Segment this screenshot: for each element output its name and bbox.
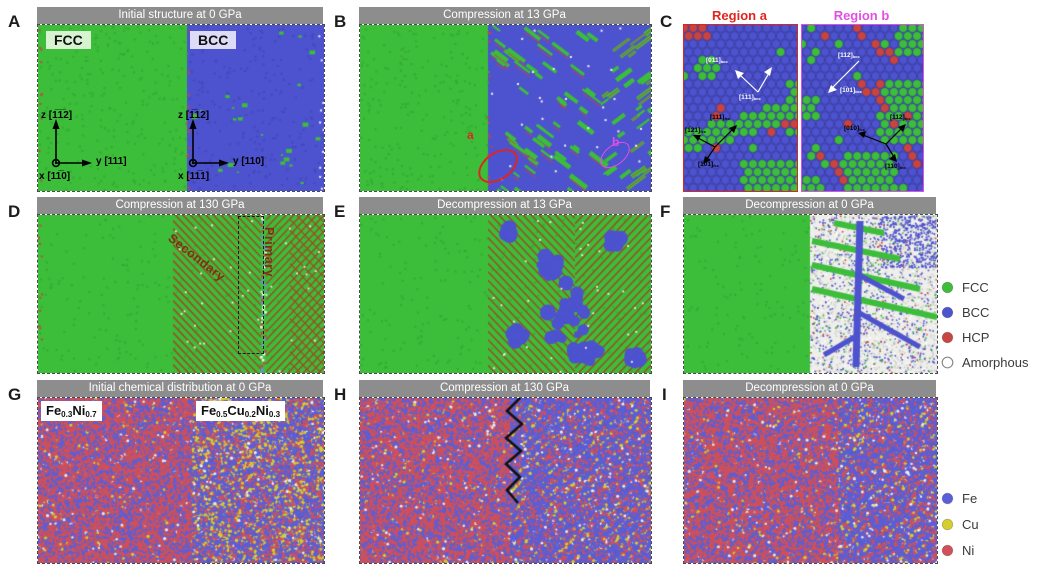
composition-label-left: Fe0.3Ni0.7 xyxy=(41,401,102,421)
panel-d-title: Compression at 130 GPa xyxy=(37,197,323,214)
bcc-region-label: BCC xyxy=(190,31,237,49)
direction-label: [01̅0]fcc xyxy=(844,125,865,132)
panel-g-canvas xyxy=(38,398,324,563)
direction-label: [112]bcc xyxy=(838,52,860,59)
panel-letter-d: D xyxy=(8,202,21,221)
panel-letter-f: F xyxy=(660,202,671,221)
region-a-canvas xyxy=(684,25,797,191)
panel-letter-c: C xyxy=(660,12,673,31)
direction-label: [1̅11]bcc xyxy=(739,94,761,101)
fcc-x-axis-label: x [11̅0] xyxy=(39,171,71,182)
panel-a-title: Initial structure at 0 GPa xyxy=(37,7,323,24)
fcc-region-label: FCC xyxy=(46,31,91,49)
ni-swatch xyxy=(941,544,954,556)
direction-label: [1̅01]fcc xyxy=(698,161,719,168)
legend-item-fcc: FCC xyxy=(941,280,989,295)
panel-g-body: Fe0.3Ni0.7 Fe0.5Cu0.2Ni0.3 xyxy=(37,397,325,564)
region-a-marker: a xyxy=(467,128,474,142)
legend-item-bcc: BCC xyxy=(941,305,989,320)
panel-i-title: Decompression at 0 GPa xyxy=(683,380,936,397)
panel-e-title: Decompression at 13 GPa xyxy=(359,197,650,214)
panel-e-canvas xyxy=(360,215,651,373)
fe-swatch xyxy=(941,492,954,504)
fcc-swatch xyxy=(941,281,954,293)
panel-letter-a: A xyxy=(8,12,21,31)
panel-h-body xyxy=(359,397,652,564)
fcc-z-axis-label: z [1̅1̅2] xyxy=(41,110,73,121)
primary-twin-dashed-box xyxy=(238,216,264,354)
bcc-z-axis-label: z [1̅12] xyxy=(178,110,210,121)
region-b-marker: b xyxy=(612,135,620,149)
panel-letter-e: E xyxy=(334,202,346,221)
panel-f-body xyxy=(683,214,938,374)
legend-item-hcp: HCP xyxy=(941,330,989,345)
bcc-x-axis-label: x [11̅1] xyxy=(178,171,210,182)
composition-label-right: Fe0.5Cu0.2Ni0.3 xyxy=(196,401,286,421)
region-b-canvas xyxy=(802,25,923,191)
region-a-box: [011]bcc [1̅11]bcc [111]fcc [1̅21]fcc [1… xyxy=(683,24,798,192)
legend-item-fe: Fe xyxy=(941,491,977,506)
direction-label: [011]bcc xyxy=(706,57,728,64)
panel-letter-h: H xyxy=(334,385,347,404)
amorphous-swatch xyxy=(941,356,954,368)
panel-letter-i: I xyxy=(662,385,667,404)
direction-label: [110]fcc xyxy=(885,163,906,170)
panel-b-title: Compression at 13 GPa xyxy=(359,7,650,24)
direction-label: [1̅01]bcc xyxy=(840,87,863,94)
direction-label: [112]fcc xyxy=(890,114,911,121)
cu-swatch xyxy=(941,518,954,530)
direction-label: [1̅21]fcc xyxy=(685,127,706,134)
bcc-y-axis-label: y [110] xyxy=(233,156,265,167)
panel-a-body: FCC BCC z [1̅1̅2] y [111] x [11̅0] z [1̅… xyxy=(37,24,325,192)
region-b-box: [112]bcc [1̅01]bcc [01̅0]fcc [112]fcc [1… xyxy=(801,24,924,192)
region-a-title: Region a xyxy=(712,8,767,23)
panel-i-body xyxy=(683,397,938,564)
primary-twin-label: Primary xyxy=(262,227,276,278)
panel-b-canvas xyxy=(360,25,651,191)
legend-item-cu: Cu xyxy=(941,517,979,532)
fcc-y-axis-label: y [111] xyxy=(96,156,127,167)
direction-label: [111]fcc xyxy=(710,114,731,121)
panel-f-title: Decompression at 0 GPa xyxy=(683,197,936,214)
panel-letter-b: B xyxy=(334,12,347,31)
panel-h-title: Compression at 130 GPa xyxy=(359,380,650,397)
panel-a-canvas xyxy=(38,25,324,191)
legend-item-ni: Ni xyxy=(941,543,974,558)
panel-b-body: a b xyxy=(359,24,652,192)
region-b-title: Region b xyxy=(833,8,890,23)
panel-g-title: Initial chemical distribution at 0 GPa xyxy=(37,380,323,397)
panel-d-canvas xyxy=(38,215,324,373)
panel-f-canvas xyxy=(684,215,937,373)
panel-h-canvas xyxy=(360,398,651,563)
panel-e-body xyxy=(359,214,652,374)
panel-i-canvas xyxy=(684,398,937,563)
panel-d-body: Secondary Primary xyxy=(37,214,325,374)
legend-item-amorphous: Amorphous xyxy=(941,355,1028,370)
bcc-swatch xyxy=(941,306,954,318)
panel-letter-g: G xyxy=(8,385,22,404)
hcp-swatch xyxy=(941,331,954,343)
